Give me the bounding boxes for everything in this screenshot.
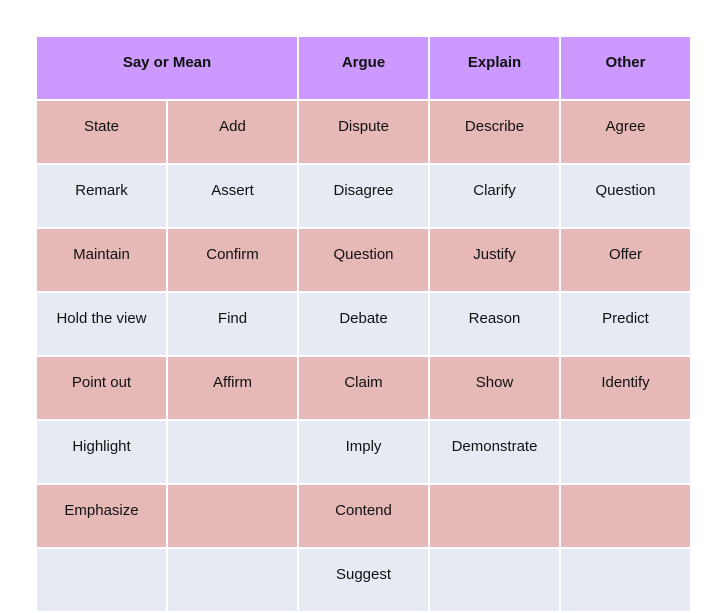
table-cell: Debate (297, 291, 430, 357)
table-cell: Offer (559, 227, 692, 293)
header-say-or-mean: Say or Mean (35, 35, 299, 101)
table-cell: Describe (428, 99, 561, 165)
table-cell: Question (297, 227, 430, 293)
table-cell: Predict (559, 291, 692, 357)
table-cell (559, 483, 692, 549)
reporting-verbs-table: Say or Mean Argue Explain Other State Ad… (35, 35, 692, 613)
table-cell: Affirm (166, 355, 299, 421)
table-cell: Justify (428, 227, 561, 293)
table-cell: Identify (559, 355, 692, 421)
table-cell (166, 483, 299, 549)
table-cell: Demonstrate (428, 419, 561, 485)
table-cell: Find (166, 291, 299, 357)
header-other: Other (559, 35, 692, 101)
table-cell: Assert (166, 163, 299, 229)
table-row: Highlight Imply Demonstrate (35, 419, 692, 485)
table-cell: Point out (35, 355, 168, 421)
slide: Say or Mean Argue Explain Other State Ad… (35, 35, 692, 613)
table-cell: Dispute (297, 99, 430, 165)
table-cell: Remark (35, 163, 168, 229)
table-cell: Hold the view (35, 291, 168, 357)
table-cell: Clarify (428, 163, 561, 229)
table-cell: Question (559, 163, 692, 229)
table-row: Remark Assert Disagree Clarify Question (35, 163, 692, 229)
table-row: Maintain Confirm Question Justify Offer (35, 227, 692, 293)
table-cell: Contend (297, 483, 430, 549)
table-cell: Agree (559, 99, 692, 165)
table-cell: Reason (428, 291, 561, 357)
table-cell: Confirm (166, 227, 299, 293)
table-row: Hold the view Find Debate Reason Predict (35, 291, 692, 357)
table-cell (428, 483, 561, 549)
table-cell: Show (428, 355, 561, 421)
table-cell: Highlight (35, 419, 168, 485)
header-explain: Explain (428, 35, 561, 101)
table-cell: State (35, 99, 168, 165)
table-row: Suggest (35, 547, 692, 613)
table-cell: Suggest (297, 547, 430, 613)
table-row: Point out Affirm Claim Show Identify (35, 355, 692, 421)
table-cell: Add (166, 99, 299, 165)
table-cell (166, 419, 299, 485)
table-cell: Maintain (35, 227, 168, 293)
table-cell: Claim (297, 355, 430, 421)
table-row: Emphasize Contend (35, 483, 692, 549)
table-cell: Emphasize (35, 483, 168, 549)
table-header-row: Say or Mean Argue Explain Other (35, 35, 692, 101)
table-cell (559, 419, 692, 485)
header-argue: Argue (297, 35, 430, 101)
table-cell (166, 547, 299, 613)
table-cell (35, 547, 168, 613)
table-cell: Imply (297, 419, 430, 485)
table-cell: Disagree (297, 163, 430, 229)
table-cell (559, 547, 692, 613)
table-row: State Add Dispute Describe Agree (35, 99, 692, 165)
table-cell (428, 547, 561, 613)
